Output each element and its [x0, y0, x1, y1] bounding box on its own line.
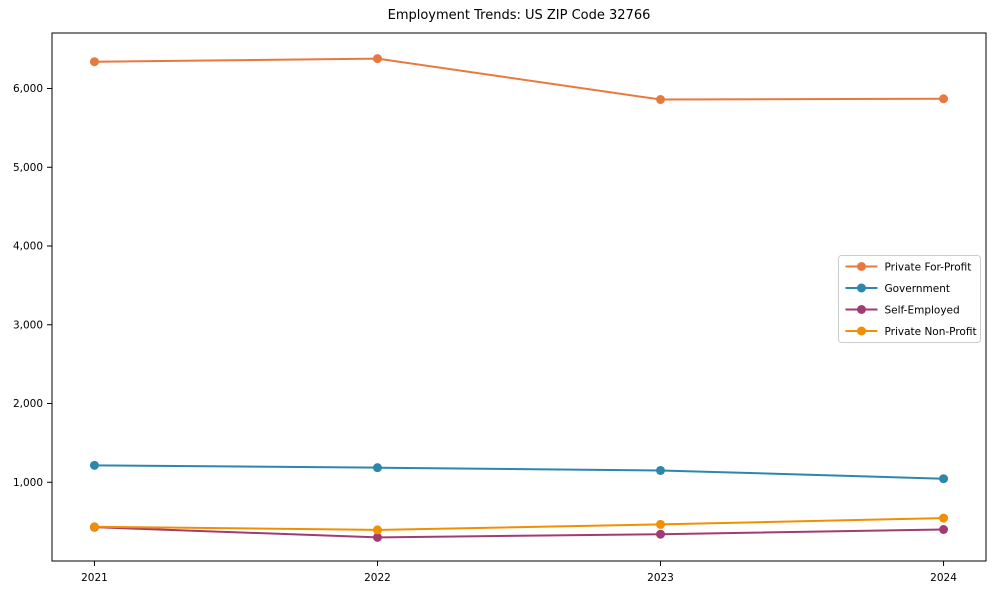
legend-label-private-non-profit: Private Non-Profit: [885, 326, 977, 338]
series-line-private-for-profit: [93, 57, 945, 101]
data-point-private-non-profit: [939, 513, 949, 523]
x-tick-label: 2024: [930, 572, 957, 584]
legend-marker-government: [857, 283, 866, 293]
series-line-self-employed: [93, 526, 945, 539]
chart-title: Employment Trends: US ZIP Code 32766: [387, 8, 651, 23]
y-tick-label: 3,000: [13, 319, 43, 331]
x-tick-label: 2023: [647, 572, 674, 584]
data-point-private-non-profit: [656, 519, 666, 529]
data-point-private-non-profit: [89, 522, 99, 532]
y-tick-label: 4,000: [13, 241, 43, 253]
x-tick-label: 2022: [364, 572, 391, 584]
legend-marker-private-for-profit: [857, 262, 866, 271]
plot-border: [51, 32, 987, 562]
data-point-private-non-profit: [372, 525, 382, 535]
data-point-private-for-profit: [89, 57, 99, 67]
y-tick-label: 1,000: [13, 477, 43, 489]
data-point-self-employed: [939, 525, 949, 535]
data-point-private-for-profit: [939, 94, 949, 104]
legend-marker-private-non-profit: [857, 326, 866, 336]
y-tick-label: 2,000: [13, 398, 43, 410]
data-point-government: [372, 463, 382, 473]
legend-label-self-employed: Self-Employed: [885, 304, 960, 316]
data-point-private-for-profit: [656, 95, 666, 105]
data-point-government: [89, 460, 99, 470]
series-line-private-non-profit: [93, 517, 945, 531]
legend-marker-self-employed: [857, 305, 866, 314]
data-point-government: [939, 474, 949, 484]
data-point-private-for-profit: [372, 54, 382, 64]
y-tick-label: 5,000: [13, 162, 43, 174]
data-point-self-employed: [372, 532, 382, 542]
series-line-government: [93, 464, 945, 480]
data-point-government: [656, 465, 666, 475]
data-point-self-employed: [656, 529, 666, 539]
y-tick-label: 6,000: [13, 83, 43, 95]
legend-box: [838, 255, 981, 343]
legend-label-government: Government: [885, 283, 950, 295]
legend-label-private-for-profit: Private For-Profit: [885, 261, 972, 273]
x-tick-label: 2021: [81, 572, 108, 584]
